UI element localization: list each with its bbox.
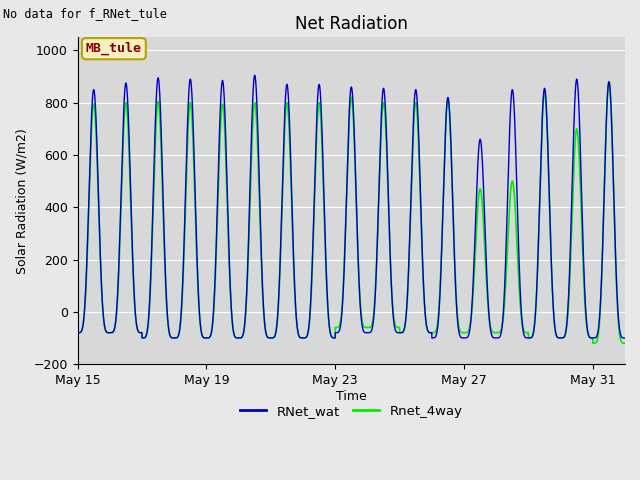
Text: No data for f_RNet_tule: No data for f_RNet_tule [3, 7, 167, 20]
Y-axis label: Solar Radiation (W/m2): Solar Radiation (W/m2) [15, 128, 28, 274]
Text: MB_tule: MB_tule [86, 42, 142, 55]
Title: Net Radiation: Net Radiation [295, 15, 408, 33]
X-axis label: Time: Time [336, 390, 367, 403]
Legend: RNet_wat, Rnet_4way: RNet_wat, Rnet_4way [234, 399, 468, 423]
